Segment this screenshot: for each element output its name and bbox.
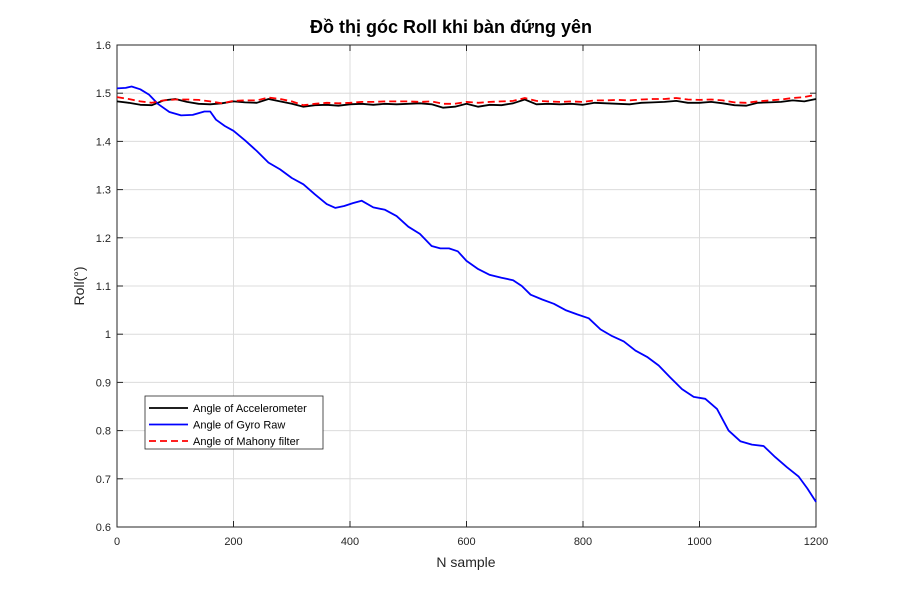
y-axis-label: Roll(°) — [71, 266, 87, 305]
x-axis-label: N sample — [436, 554, 495, 570]
y-tick-label: 1.1 — [96, 281, 111, 293]
x-tick-label: 600 — [457, 536, 475, 548]
legend-label-1: Angle of Accelerometer — [193, 403, 307, 415]
series-line-1 — [116, 98, 817, 109]
x-tick-label: 400 — [341, 536, 359, 548]
series-lines — [116, 85, 817, 503]
y-tick-label: 1.3 — [96, 185, 111, 197]
y-tick-label: 1 — [105, 329, 111, 341]
y-tick-label: 1.4 — [96, 136, 111, 148]
grid — [116, 44, 817, 528]
y-tick-label: 0.7 — [96, 474, 111, 486]
y-tick-label: 1.6 — [96, 40, 111, 52]
x-tick-label: 200 — [224, 536, 242, 548]
x-tick-label: 800 — [574, 536, 592, 548]
y-tick-label: 1.2 — [96, 233, 111, 245]
y-tick-label: 1.5 — [96, 88, 111, 100]
x-tick-label: 1000 — [687, 536, 711, 548]
legend: Angle of Accelerometer Angle of Gyro Raw A… — [144, 395, 324, 450]
x-tick-label: 0 — [114, 536, 120, 548]
y-tick-label: 0.6 — [96, 522, 111, 534]
legend-label-3: Angle of Mahony filter — [193, 436, 300, 448]
axis-ticks: 0 200 400 600 800 1000 1200 0.6 0.7 0.8 0.9 1 1.1 1.2… — [96, 40, 829, 548]
chart-title: Đồ thị góc Roll khi bàn đứng yên — [310, 17, 592, 37]
series-line-3 — [116, 93, 817, 107]
legend-label-2: Angle of Gyro Raw — [193, 420, 285, 432]
series-line-2 — [116, 85, 817, 503]
y-tick-label: 0.9 — [96, 377, 111, 389]
x-tick-label: 1200 — [804, 536, 828, 548]
y-tick-label: 0.8 — [96, 426, 111, 438]
